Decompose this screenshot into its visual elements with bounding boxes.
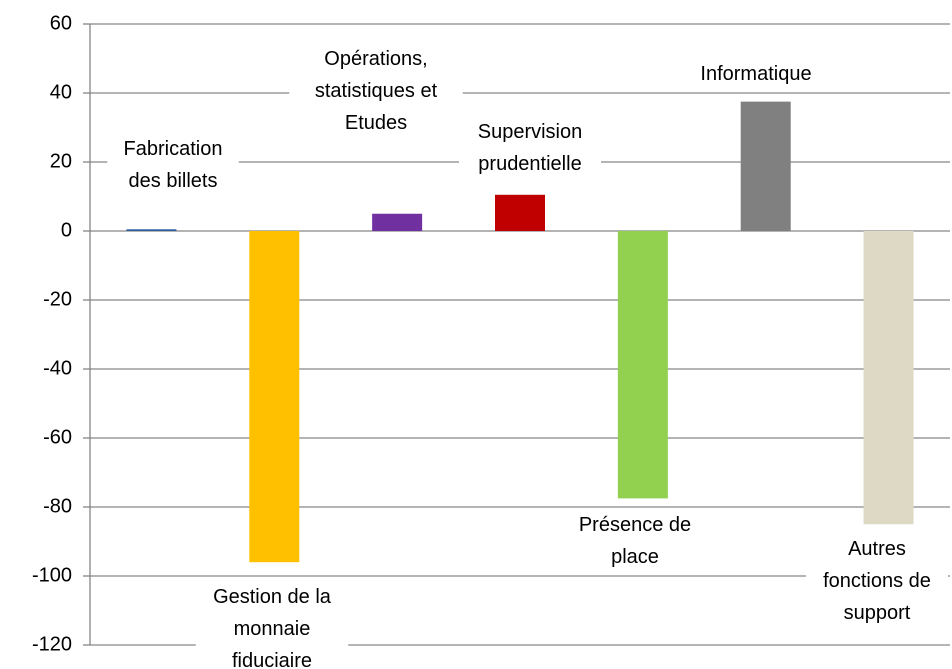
y-tick-label: -80 [43, 495, 72, 517]
y-tick-label: -60 [43, 426, 72, 448]
bar [126, 229, 177, 231]
label-background [685, 59, 827, 91]
category-label: Opérations, statistiques et Etudes [315, 48, 438, 134]
category-label: Informatique [700, 63, 811, 85]
y-tick-label: 40 [50, 81, 72, 103]
label-background [195, 582, 349, 669]
category-label: Autres fonctions de support [823, 538, 931, 624]
bar [495, 194, 545, 231]
y-tick-label: 20 [50, 150, 72, 172]
label-background [569, 510, 701, 574]
y-tick-label: -20 [43, 288, 72, 310]
y-tick-label: -100 [32, 564, 72, 586]
category-label: Gestion de la monnaie fiduciaire [213, 586, 332, 669]
label-background [806, 534, 948, 630]
bar [249, 231, 300, 563]
label-background [289, 44, 463, 140]
category-label: Supervision prudentielle [478, 121, 583, 175]
bar [617, 231, 668, 499]
y-tick-label: -40 [43, 357, 72, 379]
y-tick-label: 60 [50, 12, 72, 34]
label-background [459, 117, 601, 181]
bar [740, 101, 791, 231]
category-label: Fabrication des billets [124, 138, 223, 192]
y-tick-label: 0 [61, 219, 72, 241]
bar [863, 231, 914, 525]
y-tick-label: -120 [32, 633, 72, 655]
category-label: Présence de place [579, 514, 691, 568]
label-background [107, 134, 239, 198]
bar [372, 213, 423, 231]
